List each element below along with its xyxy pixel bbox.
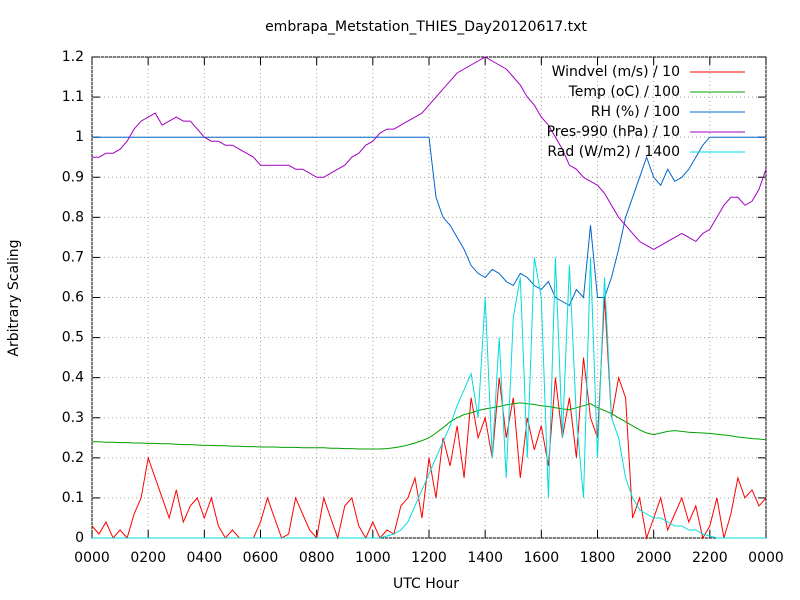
legend-label: Pres-990 (hPa) / 10 (547, 124, 680, 140)
y-tick-label: 1.2 (62, 49, 84, 65)
x-tick-label: 2000 (636, 550, 672, 566)
y-tick-label: 0.8 (62, 209, 84, 225)
series-line (92, 56, 767, 250)
y-tick-label: 1.1 (62, 89, 84, 105)
y-tick-label: 0.2 (62, 450, 84, 466)
y-tick-label: 0.3 (62, 410, 84, 426)
x-tick-label: 0000 (748, 550, 784, 566)
x-tick-label: 1600 (524, 550, 560, 566)
y-axis-label: Arbitrary Scaling (6, 239, 22, 356)
series-line (92, 402, 767, 450)
y-tick-label: 0 (75, 530, 84, 546)
y-tick-label: 0.5 (62, 330, 84, 346)
x-tick-label: 1400 (467, 550, 503, 566)
y-tick-label: 0.9 (62, 169, 84, 185)
y-tick-label: 1 (75, 129, 84, 145)
x-tick-label: 0600 (243, 550, 279, 566)
x-axis-label: UTC Hour (393, 576, 459, 592)
x-tick-label: 1000 (355, 550, 391, 566)
x-tick-label: 0400 (187, 550, 223, 566)
chart-title: embrapa_Metstation_THIES_Day20120617.txt (265, 19, 587, 35)
x-tick-label: 2200 (692, 550, 728, 566)
y-tick-label: 0.4 (62, 370, 84, 386)
x-tick-label: 1800 (580, 550, 616, 566)
legend-label: Rad (W/m2) / 1400 (547, 144, 680, 160)
series-line (92, 257, 766, 539)
x-tick-label: 0200 (130, 550, 166, 566)
legend-label: Windvel (m/s) / 10 (552, 64, 680, 80)
x-tick-label: 0800 (299, 550, 335, 566)
x-tick-label: 0000 (74, 550, 110, 566)
legend-label: RH (%) / 100 (591, 104, 680, 120)
y-tick-label: 0.6 (62, 290, 84, 306)
y-tick-label: 0.7 (62, 249, 84, 265)
y-tick-label: 0.1 (62, 490, 84, 506)
legend-label: Temp (oC) / 100 (568, 84, 680, 100)
x-tick-label: 1200 (411, 550, 447, 566)
